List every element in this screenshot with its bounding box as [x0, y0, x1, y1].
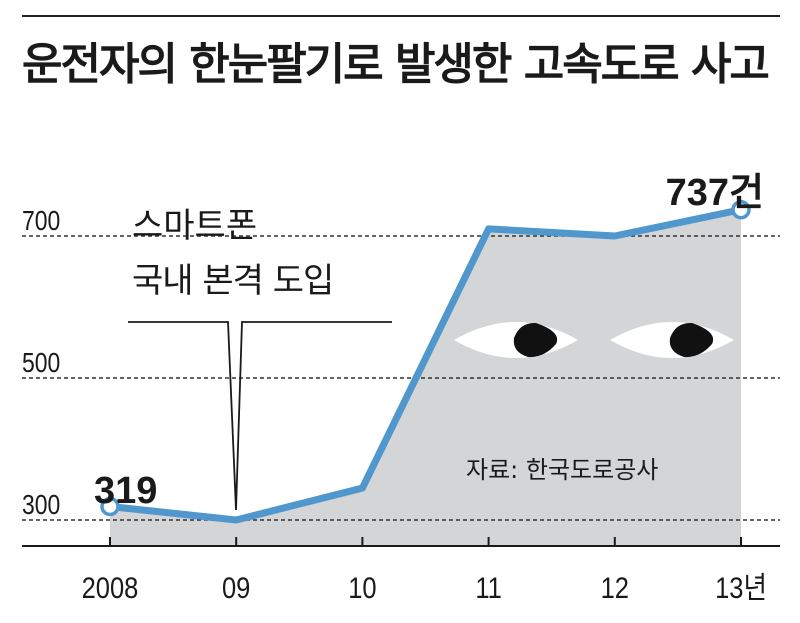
x-tick-label-5: 13년 — [715, 571, 767, 604]
series-line — [106, 206, 745, 524]
annotation-pointer — [128, 321, 392, 511]
chart-title: 운전자의 한눈팔기로 발생한 고속도로 사고 — [22, 39, 770, 90]
right-eye-icon — [610, 322, 734, 358]
source-note: 자료: 한국도로공사 — [466, 456, 658, 484]
left-eye-icon-pupil — [513, 322, 558, 358]
top-rule — [22, 15, 780, 17]
annotation-line-1: 스마트폰 — [132, 206, 257, 246]
right-eye-icon-pupil — [669, 322, 714, 358]
area-fill — [110, 209, 741, 547]
x-tick-label-4: 12 — [601, 571, 629, 604]
y-tick-label-500: 500 — [22, 348, 60, 379]
x-tick-label-2: 10 — [348, 571, 376, 604]
x-tick-label-1: 09 — [222, 571, 250, 604]
x-tick-label-0: 2008 — [82, 571, 139, 604]
y-tick-label-300: 300 — [22, 490, 60, 521]
data-label-first: 319 — [94, 470, 157, 512]
point-marker-5 — [731, 199, 751, 220]
point-marker-0 — [100, 496, 120, 517]
left-eye-icon — [454, 322, 578, 358]
x-tick-label-3: 11 — [475, 571, 501, 604]
y-tick-label-700: 700 — [22, 206, 60, 237]
data-label-last: 737건 — [666, 172, 764, 214]
annotation-line-2: 국내 본격 도입 — [132, 261, 333, 301]
